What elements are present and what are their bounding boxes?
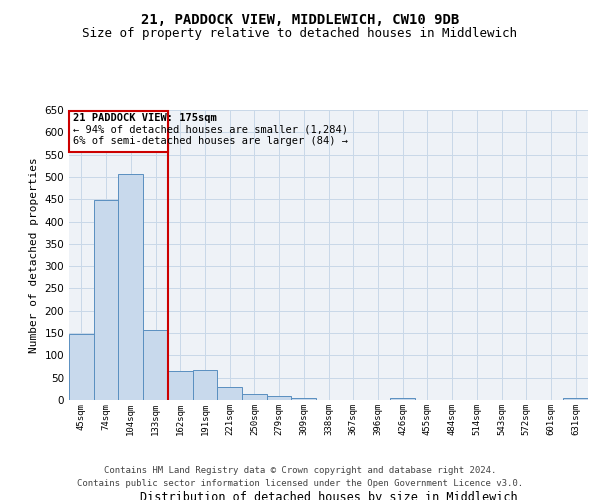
X-axis label: Distribution of detached houses by size in Middlewich: Distribution of detached houses by size … — [140, 490, 517, 500]
Y-axis label: Number of detached properties: Number of detached properties — [29, 157, 39, 353]
Text: 21, PADDOCK VIEW, MIDDLEWICH, CW10 9DB: 21, PADDOCK VIEW, MIDDLEWICH, CW10 9DB — [141, 12, 459, 26]
Bar — [143, 330, 168, 400]
Text: 6% of semi-detached houses are larger (84) →: 6% of semi-detached houses are larger (8… — [73, 136, 348, 146]
Text: Contains HM Land Registry data © Crown copyright and database right 2024.
Contai: Contains HM Land Registry data © Crown c… — [77, 466, 523, 487]
Text: 21 PADDOCK VIEW: 175sqm: 21 PADDOCK VIEW: 175sqm — [73, 112, 217, 122]
Bar — [168, 371, 193, 400]
Bar — [242, 394, 267, 400]
Bar — [217, 386, 242, 400]
Bar — [193, 370, 217, 400]
Bar — [69, 334, 94, 400]
Bar — [390, 398, 415, 400]
Text: Size of property relative to detached houses in Middlewich: Size of property relative to detached ho… — [83, 28, 517, 40]
Bar — [292, 398, 316, 400]
FancyBboxPatch shape — [69, 111, 168, 152]
Bar — [94, 200, 118, 400]
Bar — [267, 396, 292, 400]
Text: ← 94% of detached houses are smaller (1,284): ← 94% of detached houses are smaller (1,… — [73, 124, 348, 134]
Bar — [118, 174, 143, 400]
Bar — [563, 398, 588, 400]
